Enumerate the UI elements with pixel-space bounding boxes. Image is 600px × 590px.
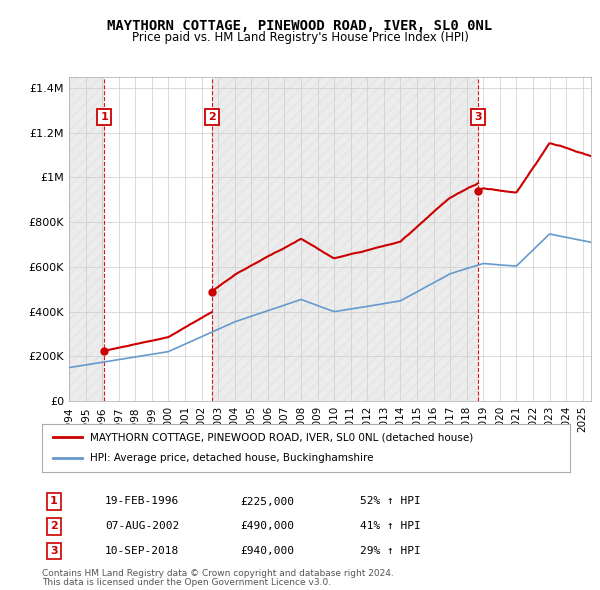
Text: £940,000: £940,000 <box>240 546 294 556</box>
Text: 2: 2 <box>208 112 215 122</box>
Text: This data is licensed under the Open Government Licence v3.0.: This data is licensed under the Open Gov… <box>42 578 331 587</box>
Text: 10-SEP-2018: 10-SEP-2018 <box>105 546 179 556</box>
Text: 29% ↑ HPI: 29% ↑ HPI <box>360 546 421 556</box>
Text: 19-FEB-1996: 19-FEB-1996 <box>105 497 179 506</box>
Text: 1: 1 <box>50 497 58 506</box>
Text: 52% ↑ HPI: 52% ↑ HPI <box>360 497 421 506</box>
Text: £225,000: £225,000 <box>240 497 294 506</box>
Bar <box>212 77 478 401</box>
Text: 2: 2 <box>50 522 58 531</box>
Text: 3: 3 <box>475 112 482 122</box>
Text: £490,000: £490,000 <box>240 522 294 531</box>
Bar <box>69 77 104 401</box>
Text: Price paid vs. HM Land Registry's House Price Index (HPI): Price paid vs. HM Land Registry's House … <box>131 31 469 44</box>
Text: 07-AUG-2002: 07-AUG-2002 <box>105 522 179 531</box>
Text: MAYTHORN COTTAGE, PINEWOOD ROAD, IVER, SL0 0NL (detached house): MAYTHORN COTTAGE, PINEWOOD ROAD, IVER, S… <box>89 432 473 442</box>
Text: 41% ↑ HPI: 41% ↑ HPI <box>360 522 421 531</box>
Text: Contains HM Land Registry data © Crown copyright and database right 2024.: Contains HM Land Registry data © Crown c… <box>42 569 394 578</box>
Text: 3: 3 <box>50 546 58 556</box>
Text: 1: 1 <box>100 112 108 122</box>
Text: MAYTHORN COTTAGE, PINEWOOD ROAD, IVER, SL0 0NL: MAYTHORN COTTAGE, PINEWOOD ROAD, IVER, S… <box>107 19 493 33</box>
Text: HPI: Average price, detached house, Buckinghamshire: HPI: Average price, detached house, Buck… <box>89 454 373 464</box>
